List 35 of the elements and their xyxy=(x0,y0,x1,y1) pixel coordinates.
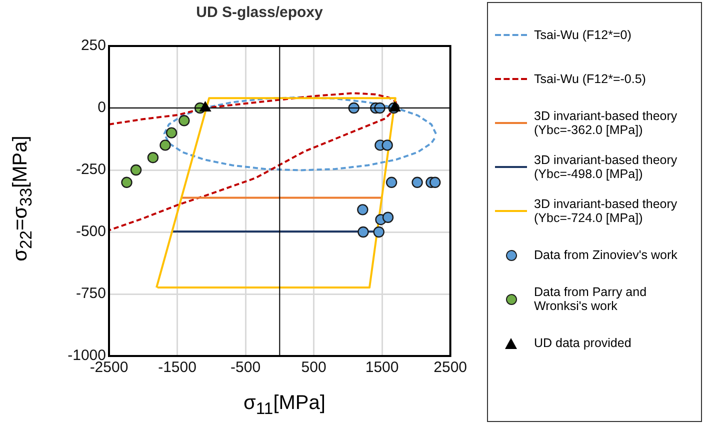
point xyxy=(358,226,369,238)
y-tick-label: -750 xyxy=(76,285,106,302)
point xyxy=(130,164,142,176)
y-tick-label: 250 xyxy=(80,37,106,54)
point xyxy=(382,212,394,223)
x-axis-title: σ$_{11}$[MPa] xyxy=(242,392,326,419)
point xyxy=(412,176,423,188)
point xyxy=(178,115,190,126)
point xyxy=(121,176,132,188)
legend-label: Data from Parry and Wronksi's work xyxy=(534,285,648,313)
legend-label: 3D invariant-based theory (Ybc=-498.0 [MPa]) xyxy=(534,153,678,181)
legend-label: Tsai-Wu (F12*=-0.5) xyxy=(534,72,646,86)
x-tick-label: 500 xyxy=(301,359,326,376)
y-tick-label: -250 xyxy=(76,161,106,178)
point xyxy=(348,102,360,114)
point xyxy=(147,152,159,164)
legend-label: Tsai-Wu (F12*=0) xyxy=(534,28,632,42)
legend-label: 3D invariant-based theory (Ybc=-362.0 [MPa]) xyxy=(534,109,678,137)
point xyxy=(166,127,178,138)
point xyxy=(386,176,398,188)
legend-label: UD data provided xyxy=(534,336,632,350)
legend-label: Data from Zinoviev's work xyxy=(534,248,678,262)
x-tick-label: -1500 xyxy=(158,359,196,376)
y-tick-label: 0 xyxy=(98,99,106,116)
point xyxy=(160,140,171,151)
point xyxy=(429,176,441,188)
chart-title: UD S-glass/epoxy xyxy=(196,4,324,22)
point xyxy=(357,204,368,216)
point xyxy=(373,226,384,238)
y-tick-label: -500 xyxy=(76,223,106,240)
legend-label: 3D invariant-based theory (Ybc=-724.0 [MPa]) xyxy=(534,197,678,225)
point xyxy=(382,140,393,151)
x-tick-label: -500 xyxy=(230,359,261,376)
x-tick-label: 1500 xyxy=(365,359,399,376)
x-tick-label: 2500 xyxy=(434,359,468,376)
